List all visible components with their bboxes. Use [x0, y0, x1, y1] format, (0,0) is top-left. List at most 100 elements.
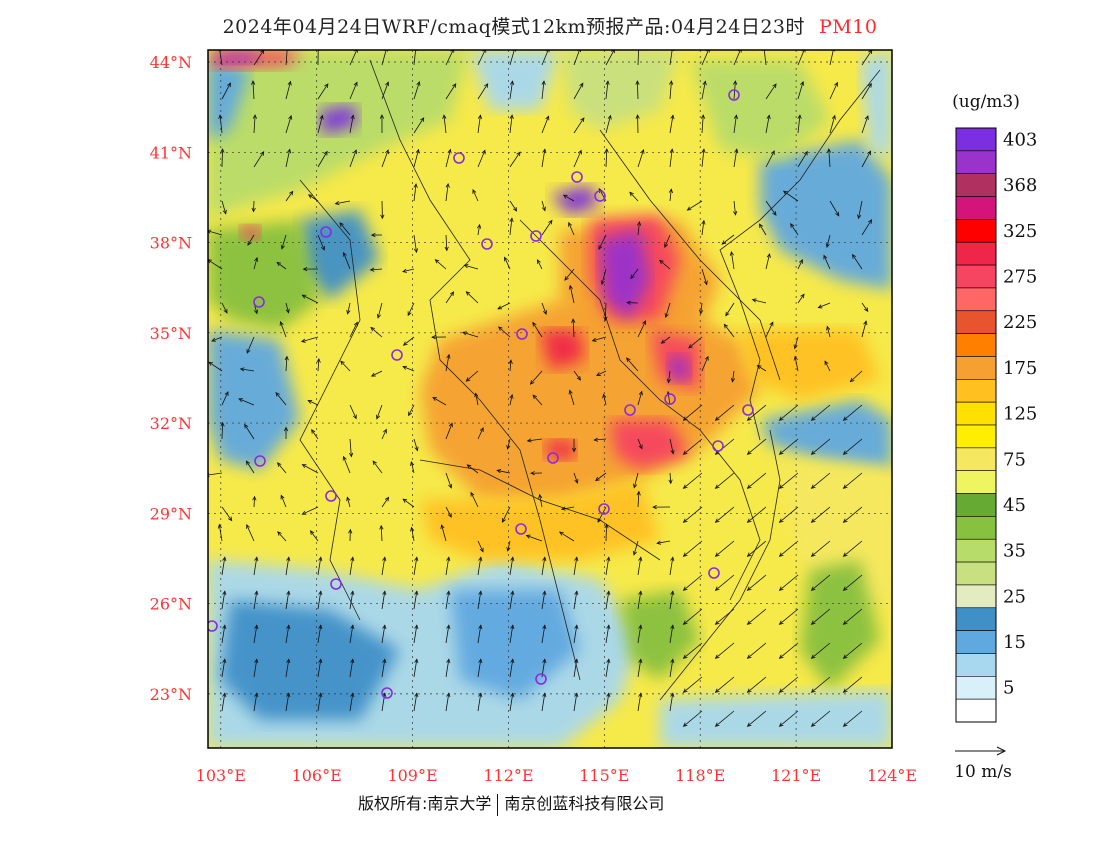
- wind-arrow-shaft: [715, 642, 735, 659]
- wind-arrow-head: [217, 523, 222, 529]
- wind-arrow-shaft: [637, 221, 640, 236]
- wind-arrow: [280, 494, 287, 508]
- wind-arrow: [632, 540, 639, 556]
- wind-arrow-shaft: [811, 574, 831, 591]
- wind-arrow-shaft: [240, 368, 255, 372]
- wind-arrow: [280, 234, 287, 250]
- wind-arrow: [573, 370, 581, 381]
- wind-arrow-shaft: [509, 693, 514, 712]
- wind-arrow-head: [598, 245, 603, 250]
- color-legend: (ug/m3) 403 368 325 275 225 175 125 75 45 35 25 15 5: [952, 92, 1037, 723]
- wind-arrow: [682, 540, 703, 557]
- wind-arrow-head: [284, 355, 289, 361]
- concentration-patch-11: [690, 60, 830, 160]
- wind-arrow: [530, 471, 543, 476]
- wind-arrow: [605, 658, 611, 678]
- footer-divider: [497, 793, 499, 816]
- wind-arrow: [277, 462, 287, 474]
- wind-arrow-head: [254, 624, 259, 630]
- wind-arrow: [593, 437, 607, 442]
- wind-arrow-shaft: [757, 365, 767, 372]
- wind-arrow-shaft: [370, 268, 383, 271]
- concentration-patch-24: [550, 185, 600, 215]
- wind-arrow-shaft: [475, 393, 479, 406]
- wind-arrow-shaft: [445, 234, 448, 251]
- wind-arrow-shaft: [445, 506, 452, 518]
- wind-arrow: [496, 469, 511, 474]
- wind-arrow-head: [220, 421, 225, 427]
- wind-arrow-head: [319, 114, 324, 120]
- wind-arrow-shaft: [445, 625, 450, 644]
- wind-arrow: [682, 472, 703, 489]
- wind-arrow: [410, 461, 415, 474]
- wind-arrow-head: [413, 248, 419, 254]
- wind-arrow-head: [238, 398, 244, 403]
- wind-arrow-shaft: [339, 222, 351, 236]
- wind-arrow-head: [445, 182, 450, 188]
- wind-arrow: [317, 590, 323, 610]
- wind-arrow-head: [576, 375, 581, 381]
- wind-arrow-shaft: [797, 115, 801, 134]
- wind-arrow-shaft: [219, 115, 223, 134]
- wind-arrow-shaft: [445, 472, 452, 489]
- wind-arrow: [276, 261, 287, 270]
- wind-arrow: [247, 234, 255, 246]
- wind-arrow: [778, 438, 799, 455]
- wind-arrow: [746, 540, 767, 557]
- wind-arrow-head: [370, 326, 375, 332]
- wind-arrow-shaft: [435, 259, 447, 270]
- copyright-right: 南京创蓝科技有限公司: [504, 794, 665, 813]
- wind-arrow: [635, 114, 640, 134]
- wind-arrow-shaft: [818, 302, 831, 309]
- wind-arrow-head: [606, 692, 611, 698]
- wind-arrow-shaft: [669, 693, 674, 712]
- wind-arrow-head: [529, 380, 535, 385]
- wind-arrow: [376, 404, 383, 420]
- wind-arrow-shaft: [413, 438, 418, 451]
- wind-arrow-head: [568, 221, 573, 227]
- wind-arrow-shaft: [573, 591, 578, 610]
- wind-arrow: [445, 291, 455, 304]
- wind-arrow-shaft: [253, 151, 265, 168]
- wind-arrow: [842, 642, 863, 659]
- wind-arrow-shaft: [541, 693, 546, 712]
- wind-arrow-head: [254, 256, 259, 262]
- wind-arrow: [208, 229, 223, 236]
- wind-arrow-shaft: [605, 524, 608, 542]
- wind-arrow-head: [208, 361, 214, 366]
- wind-arrow: [573, 472, 579, 484]
- wind-arrow-head: [478, 556, 483, 562]
- wind-arrow-shaft: [605, 81, 609, 100]
- wind-arrow-head: [307, 194, 313, 199]
- legend-swatch: [955, 401, 997, 426]
- wind-arrow-shaft: [402, 366, 415, 372]
- wind-arrow-shaft: [669, 81, 672, 100]
- wind-arrow: [251, 80, 256, 100]
- wind-arrow-head: [682, 416, 688, 421]
- wind-arrow-shaft: [381, 591, 386, 610]
- wind-arrow-shaft: [403, 336, 415, 346]
- wind-arrow: [217, 523, 223, 542]
- wind-arrow: [733, 148, 739, 168]
- wind-arrow: [573, 50, 581, 66]
- wind-arrow-shaft: [477, 150, 486, 168]
- wind-arrow-shaft: [633, 472, 639, 488]
- wind-arrow-head: [532, 321, 537, 327]
- wind-arrow-shaft: [472, 189, 479, 202]
- wind-arrow-head: [286, 148, 292, 154]
- wind-arrow: [381, 556, 387, 576]
- wind-arrow-shaft: [381, 557, 386, 576]
- legend-swatch: [955, 538, 997, 563]
- city-station-marker: [516, 328, 528, 340]
- wind-arrow-shaft: [564, 268, 575, 281]
- legend-label: 275: [1003, 267, 1037, 288]
- wind-arrow-head: [370, 232, 376, 238]
- wind-arrow: [285, 148, 292, 168]
- wind-arrow-shaft: [573, 117, 585, 134]
- wind-arrow-head: [595, 476, 600, 482]
- wind-arrow-shaft: [861, 302, 869, 312]
- wind-arrow-head: [638, 692, 643, 698]
- wind-arrow-shaft: [630, 268, 639, 279]
- wind-arrow-shaft: [285, 693, 290, 712]
- wind-arrow: [381, 149, 389, 168]
